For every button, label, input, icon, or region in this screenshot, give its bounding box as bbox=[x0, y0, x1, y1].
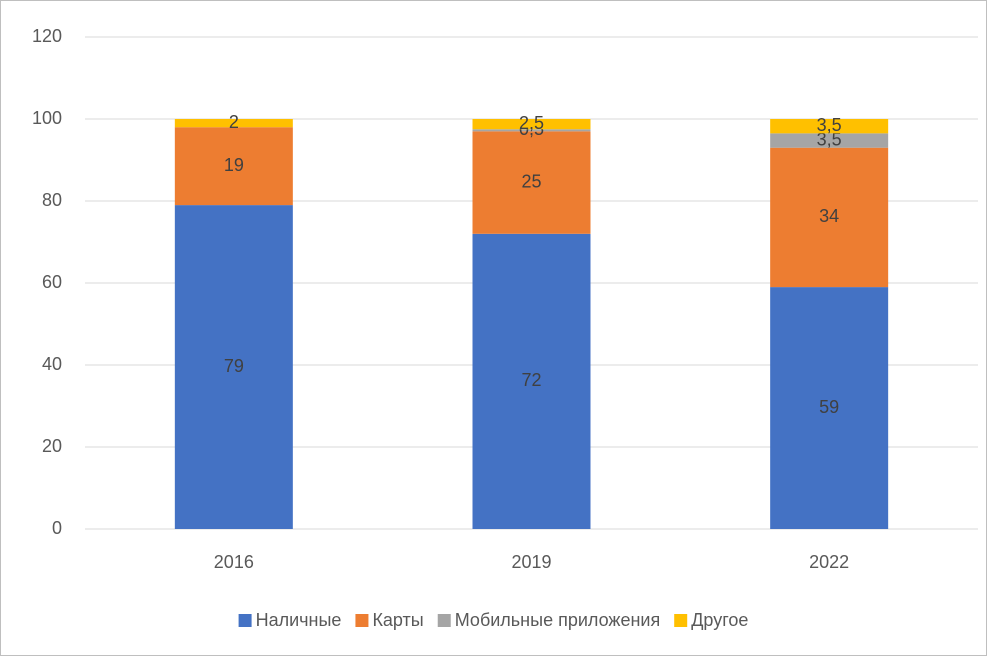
legend-label: Наличные bbox=[256, 610, 342, 630]
x-tick-label: 2019 bbox=[511, 552, 551, 572]
bar-segment bbox=[472, 119, 591, 130]
bar-segment bbox=[472, 131, 591, 234]
y-tick-label: 20 bbox=[42, 436, 62, 456]
data-label: 3,5 bbox=[817, 129, 842, 149]
bar-segment bbox=[770, 287, 889, 529]
data-label: 25 bbox=[521, 171, 541, 191]
data-label: 3,5 bbox=[817, 115, 842, 135]
legend-swatch bbox=[674, 614, 688, 627]
bar-segment bbox=[174, 127, 293, 206]
y-tick-label: 0 bbox=[52, 518, 62, 538]
data-label: 79 bbox=[224, 356, 244, 376]
bar-segment bbox=[472, 233, 591, 530]
data-label: 2,5 bbox=[519, 113, 544, 133]
legend-label: Другое bbox=[691, 610, 748, 630]
legend-label: Карты bbox=[372, 610, 423, 630]
bar-segment bbox=[472, 129, 591, 132]
legend-swatch bbox=[355, 614, 369, 627]
data-label: 59 bbox=[819, 397, 839, 417]
x-tick-label: 2016 bbox=[214, 552, 254, 572]
bar-segment bbox=[174, 205, 293, 529]
bar-segment bbox=[770, 147, 889, 288]
legend-swatch bbox=[437, 614, 451, 627]
data-label: 2 bbox=[229, 112, 239, 132]
data-label: 19 bbox=[224, 155, 244, 175]
y-tick-label: 100 bbox=[32, 108, 62, 128]
y-tick-label: 40 bbox=[42, 354, 62, 374]
bar-segment bbox=[770, 119, 889, 134]
data-label: 34 bbox=[819, 206, 839, 226]
legend-label: Мобильные приложения bbox=[455, 610, 660, 630]
bar-segment bbox=[770, 133, 889, 148]
legend-swatch bbox=[238, 614, 252, 627]
y-tick-label: 120 bbox=[32, 26, 62, 46]
y-tick-label: 60 bbox=[42, 272, 62, 292]
x-tick-label: 2022 bbox=[809, 552, 849, 572]
y-tick-label: 80 bbox=[42, 190, 62, 210]
bar-segment bbox=[174, 119, 293, 128]
data-label: 72 bbox=[521, 370, 541, 390]
